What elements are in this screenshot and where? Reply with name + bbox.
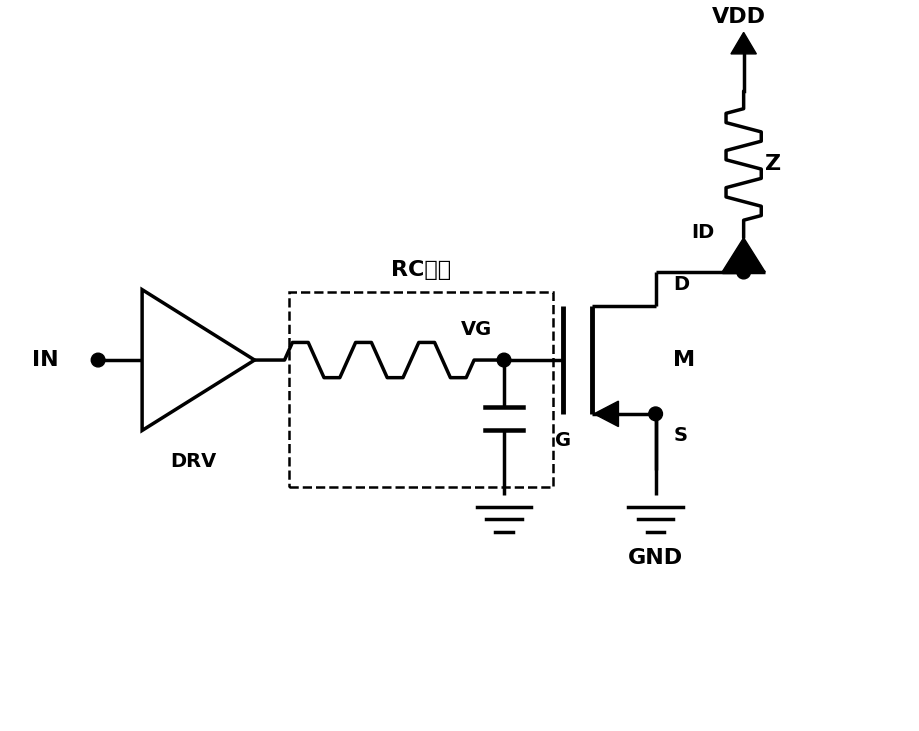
Text: GND: GND — [628, 548, 683, 568]
Text: D: D — [673, 276, 688, 295]
Polygon shape — [721, 238, 765, 272]
Circle shape — [496, 353, 510, 367]
Text: VDD: VDD — [711, 7, 765, 28]
Text: ID: ID — [690, 224, 713, 243]
Polygon shape — [730, 32, 755, 54]
Text: M: M — [673, 350, 695, 370]
Text: G: G — [554, 431, 570, 450]
Text: DRV: DRV — [170, 452, 216, 471]
Text: S: S — [673, 426, 686, 445]
Text: RC延时: RC延时 — [391, 260, 450, 280]
Text: Z: Z — [765, 154, 780, 175]
Bar — [289, 292, 552, 487]
Circle shape — [91, 353, 105, 367]
Circle shape — [736, 265, 750, 279]
Polygon shape — [594, 401, 618, 427]
Text: IN: IN — [31, 350, 58, 370]
Text: VG: VG — [460, 319, 492, 338]
Circle shape — [648, 407, 662, 420]
